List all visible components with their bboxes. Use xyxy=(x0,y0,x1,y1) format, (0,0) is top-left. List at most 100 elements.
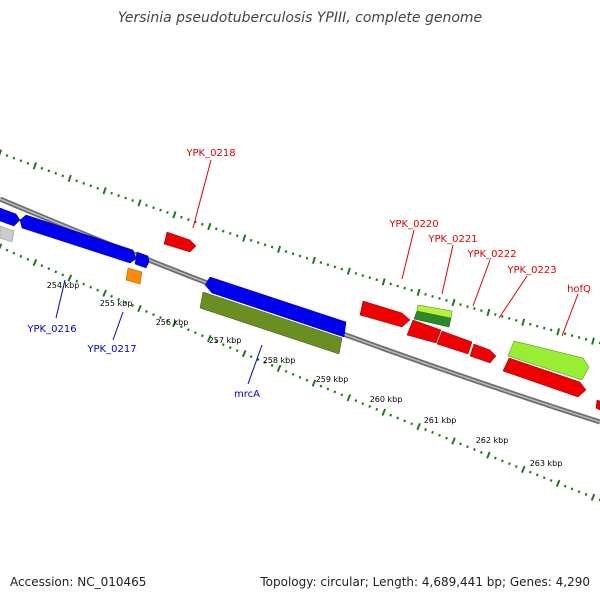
inner-minor-tick xyxy=(61,273,65,277)
outer-minor-tick xyxy=(235,234,239,238)
inner-minor-tick xyxy=(152,313,155,317)
inner-minor-tick xyxy=(40,264,44,268)
outer-minor-tick xyxy=(75,179,79,183)
inner-major-tick xyxy=(0,243,3,250)
outer-minor-tick xyxy=(403,286,406,290)
outer-major-tick xyxy=(0,149,3,156)
outer-minor-tick xyxy=(361,274,365,277)
outer-minor-tick xyxy=(459,303,462,306)
outer-minor-tick xyxy=(438,297,441,300)
outer-minor-tick xyxy=(159,208,162,212)
gene-label-ypk-0216: YPK_0216 xyxy=(26,324,76,335)
gene-label-ypk-0223: YPK_0223 xyxy=(506,265,556,276)
inner-tick-track xyxy=(0,243,600,502)
inner-minor-tick xyxy=(368,405,372,408)
outer-minor-tick xyxy=(570,334,574,337)
outer-minor-tick xyxy=(166,211,169,214)
gene-label-ypk-0222: YPK_0222 xyxy=(466,249,516,260)
inner-minor-tick xyxy=(319,384,323,388)
inner-minor-tick xyxy=(54,270,58,274)
inner-minor-tick xyxy=(12,251,16,255)
outer-minor-tick xyxy=(40,166,44,170)
inner-major-tick xyxy=(276,364,282,372)
gene-ypk-0218 xyxy=(163,231,197,253)
inner-minor-tick xyxy=(389,413,393,417)
gene-ypk-0222-b xyxy=(436,330,473,355)
outer-minor-tick xyxy=(501,315,504,318)
outer-major-tick xyxy=(137,199,142,207)
outer-tick-track xyxy=(0,149,600,345)
outer-minor-tick xyxy=(187,218,190,222)
outer-minor-tick xyxy=(494,313,497,316)
inner-minor-tick xyxy=(145,309,148,314)
outer-major-tick xyxy=(32,162,38,170)
inner-minor-tick xyxy=(186,328,190,332)
gene-label-ypk-0217: YPK_0217 xyxy=(86,344,136,355)
outer-minor-tick xyxy=(221,229,225,233)
scale-label: 258 kbp xyxy=(263,356,296,365)
inner-minor-tick xyxy=(577,490,581,494)
outer-minor-tick xyxy=(368,276,372,280)
outer-minor-tick xyxy=(228,232,232,235)
inner-minor-tick xyxy=(563,484,567,488)
inner-minor-tick xyxy=(466,445,469,449)
inner-major-tick xyxy=(172,320,177,328)
inner-minor-tick xyxy=(333,390,337,394)
gene-mrca xyxy=(199,291,343,355)
scale-label: 255 kbp xyxy=(100,299,133,308)
gene-ypk-0220 xyxy=(359,300,411,328)
outer-minor-tick xyxy=(515,318,518,322)
scale-label: 256 kbp xyxy=(156,318,189,327)
outer-minor-tick xyxy=(542,326,546,330)
outer-minor-tick xyxy=(263,243,267,247)
outer-minor-tick xyxy=(396,284,399,288)
outer-minor-tick xyxy=(117,194,120,198)
outer-minor-tick xyxy=(194,220,197,224)
inner-minor-tick xyxy=(270,363,274,367)
inner-minor-tick xyxy=(193,331,197,335)
outer-minor-tick xyxy=(319,261,323,264)
scale-labels: 254 kbp 255 kbp 256 kbp 257 kbp 258 kbp 259 k… xyxy=(47,281,563,468)
outer-minor-tick xyxy=(131,199,134,202)
inner-minor-tick xyxy=(221,343,225,347)
outer-minor-tick xyxy=(110,191,113,195)
outer-major-tick xyxy=(311,256,316,265)
forward-strand-genes xyxy=(0,207,590,381)
gene-hofq xyxy=(507,340,590,381)
outer-minor-tick xyxy=(145,203,148,207)
outer-minor-tick xyxy=(480,309,483,312)
inner-minor-tick xyxy=(507,462,511,466)
outer-minor-tick xyxy=(445,299,448,302)
outer-minor-tick xyxy=(431,295,434,298)
gene-label-mrca: mrcA xyxy=(234,389,260,400)
outer-minor-tick xyxy=(333,265,337,269)
inner-major-tick xyxy=(206,335,212,343)
inner-minor-tick xyxy=(131,304,134,307)
inner-minor-tick xyxy=(424,428,427,432)
outer-minor-tick xyxy=(584,337,588,341)
outer-minor-tick xyxy=(305,256,309,260)
outer-minor-tick xyxy=(54,171,58,175)
inner-minor-tick xyxy=(500,459,504,463)
inner-minor-tick xyxy=(214,340,218,344)
outer-major-tick xyxy=(381,278,386,286)
inner-minor-tick xyxy=(117,297,121,301)
outer-minor-tick xyxy=(214,227,218,231)
outer-major-tick xyxy=(242,234,247,242)
inner-minor-tick xyxy=(535,473,539,477)
inner-minor-tick xyxy=(159,316,162,320)
scale-label: 259 kbp xyxy=(316,375,349,384)
inner-minor-tick xyxy=(473,448,476,451)
inner-minor-tick xyxy=(75,279,79,283)
inner-minor-tick xyxy=(305,378,309,382)
inner-minor-tick xyxy=(459,442,462,446)
outer-minor-tick xyxy=(124,196,127,200)
inner-minor-tick xyxy=(438,433,441,437)
inner-minor-tick xyxy=(542,476,546,480)
inner-minor-tick xyxy=(375,407,379,411)
outer-minor-tick xyxy=(249,238,253,242)
outer-minor-tick xyxy=(563,332,567,336)
outer-major-tick xyxy=(277,245,282,253)
inner-minor-tick xyxy=(410,422,414,426)
inner-minor-tick xyxy=(284,369,288,373)
